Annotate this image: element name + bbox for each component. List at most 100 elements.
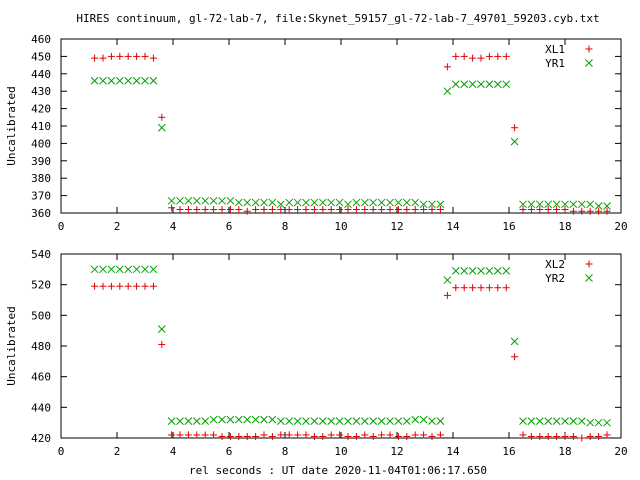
x-tick-label: 12 <box>390 220 403 233</box>
data-point <box>149 76 158 85</box>
data-point <box>485 284 493 292</box>
data-point <box>595 207 603 215</box>
data-point <box>352 432 360 440</box>
data-point <box>276 417 285 425</box>
data-point <box>91 54 99 62</box>
data-point <box>149 282 157 290</box>
legend-marker <box>585 45 593 53</box>
data-point <box>577 200 586 209</box>
data-point <box>132 265 141 274</box>
data-point <box>107 282 115 290</box>
data-point <box>218 196 226 205</box>
figure-title: HIRES continuum, gl-72-lab-7, file:Skyne… <box>76 12 599 25</box>
legend-marker <box>585 260 593 268</box>
data-point <box>260 206 268 214</box>
data-point <box>552 200 561 209</box>
data-point <box>502 52 510 60</box>
data-point <box>226 196 235 205</box>
data-point <box>493 80 502 89</box>
data-point <box>428 417 436 425</box>
y-tick-label: 460 <box>31 371 51 384</box>
data-point <box>361 206 369 214</box>
y-tick-label: 420 <box>31 103 51 116</box>
x-tick-label: 4 <box>170 445 177 458</box>
data-point <box>535 200 544 209</box>
data-point <box>494 52 502 60</box>
data-point <box>553 206 561 214</box>
data-point <box>335 198 344 207</box>
x-tick-label: 14 <box>446 445 460 458</box>
data-point <box>141 76 149 85</box>
legend-label: YR2 <box>545 272 565 285</box>
data-point <box>276 200 285 209</box>
data-point <box>443 87 452 96</box>
data-point <box>352 206 360 214</box>
data-point <box>344 200 352 209</box>
data-point <box>141 52 149 60</box>
data-point <box>141 265 149 274</box>
data-point <box>302 206 310 214</box>
data-point <box>369 198 378 207</box>
data-point <box>386 417 394 425</box>
x-tick-label: 8 <box>282 445 289 458</box>
data-point <box>386 431 394 439</box>
data-point <box>436 200 445 209</box>
data-point <box>527 206 535 214</box>
data-point <box>91 282 99 290</box>
data-point <box>352 417 361 425</box>
data-point <box>149 265 158 274</box>
data-point <box>209 415 218 424</box>
data-point <box>603 207 611 215</box>
data-point <box>90 265 99 274</box>
data-point <box>251 415 260 424</box>
data-point <box>511 124 519 132</box>
data-point <box>157 123 166 132</box>
data-point <box>460 52 468 60</box>
data-point <box>561 200 569 209</box>
data-point <box>243 432 251 440</box>
data-point <box>157 325 166 333</box>
data-point <box>285 417 294 425</box>
data-point <box>99 265 107 274</box>
y-tick-label: 540 <box>31 248 51 261</box>
y-tick-label: 440 <box>31 401 51 414</box>
data-point <box>344 432 352 440</box>
data-point <box>124 265 133 274</box>
data-point <box>420 206 428 214</box>
y-axis-label: Uncalibrated <box>5 306 18 385</box>
data-point <box>107 76 116 85</box>
data-point <box>378 431 386 439</box>
data-point <box>519 417 527 425</box>
data-point <box>510 337 519 346</box>
data-point <box>411 198 420 207</box>
data-point <box>209 196 218 205</box>
data-point <box>553 432 561 440</box>
data-point <box>594 202 603 210</box>
data-point <box>168 204 176 212</box>
data-point <box>552 417 561 425</box>
data-point <box>226 432 234 440</box>
data-point <box>428 200 436 209</box>
data-point <box>176 417 184 425</box>
data-point <box>436 431 444 439</box>
data-point <box>428 432 436 440</box>
data-point <box>243 207 251 215</box>
data-point <box>319 206 327 214</box>
data-point <box>294 206 302 214</box>
data-point <box>277 431 285 439</box>
data-point <box>378 206 386 214</box>
data-point <box>377 198 386 207</box>
x-tick-label: 0 <box>58 220 65 233</box>
data-point <box>344 206 352 214</box>
data-point <box>201 196 210 205</box>
y-tick-label: 480 <box>31 340 51 353</box>
y-tick-label: 520 <box>31 279 51 292</box>
data-point <box>386 206 394 214</box>
data-point <box>99 282 107 290</box>
data-point <box>133 52 141 60</box>
data-point <box>544 417 553 425</box>
data-point <box>218 206 226 214</box>
data-point <box>318 417 327 425</box>
data-point <box>502 267 511 275</box>
data-point <box>536 432 544 440</box>
